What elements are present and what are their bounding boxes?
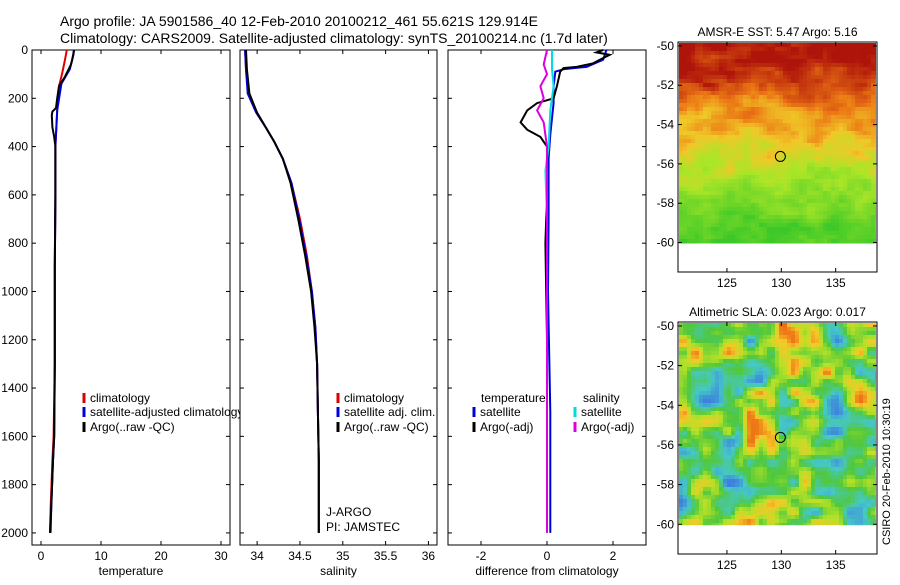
map-y-tick-label: -54 xyxy=(657,118,675,132)
x-tick-label: 0 xyxy=(38,549,45,563)
map-y-tick-label: -56 xyxy=(657,438,675,452)
map-y-tick-label: -50 xyxy=(657,319,675,333)
map-y-tick-label: -56 xyxy=(657,157,675,171)
legend-label: satellite adj. clim. xyxy=(344,405,435,419)
footer-stamp: CSIRO 20-Feb-2010 10:30:19 xyxy=(881,398,893,545)
figure-title-line1: Argo profile: JA 5901586_40 12-Feb-2010 … xyxy=(60,13,538,29)
legend-title-salinity: salinity xyxy=(583,391,620,405)
legend-label: Argo(-adj) xyxy=(480,420,533,434)
x-tick-label: 30 xyxy=(214,549,228,563)
y-tick-label: 600 xyxy=(8,188,28,202)
x-tick-label: 10 xyxy=(94,549,108,563)
legend-label: climatology xyxy=(90,391,150,405)
legend-label: Argo(..raw -QC) xyxy=(90,420,175,434)
x-tick-label: 35.5 xyxy=(374,549,398,563)
map-x-tick-label: 125 xyxy=(717,276,737,290)
map-y-tick-label: -60 xyxy=(657,517,675,531)
map-x-tick-label: 125 xyxy=(717,558,737,572)
p-sla-field xyxy=(679,323,876,525)
x-axis-label: temperature xyxy=(99,564,164,578)
p-temp-axes-box xyxy=(32,50,230,545)
p-sst-field xyxy=(679,43,876,243)
y-tick-label: 1200 xyxy=(1,333,28,347)
y-tick-label: 1800 xyxy=(1,478,28,492)
x-tick-label: -2 xyxy=(476,549,487,563)
map-x-tick-label: 135 xyxy=(826,558,846,572)
salinity-panel: 34 34.5 35 35.5 36 salinity climatologysatelli… xyxy=(240,50,437,578)
sst-map-panel: AMSR-E SST: 5.47 Argo: 5.16 -50 -52 -54 -56 -… xyxy=(657,25,877,290)
legend-label: satellite xyxy=(480,405,521,419)
p-sal-axes-box xyxy=(240,50,437,545)
x-tick-label: 36 xyxy=(422,549,436,563)
legend-label: Argo(-adj) xyxy=(581,420,634,434)
x-tick-label: 2 xyxy=(610,549,617,563)
figure-title-line2: Climatology: CARS2009. Satellite-adjuste… xyxy=(60,30,608,46)
x-axis-label: difference from climatology xyxy=(475,564,618,578)
y-tick-label: 1000 xyxy=(1,284,28,298)
legend-title-temperature: temperature xyxy=(481,391,546,405)
annotation-pi: PI: JAMSTEC xyxy=(326,520,400,534)
map-y-tick-label: -58 xyxy=(657,196,675,210)
p-sla-title: Altimetric SLA: 0.023 Argo: 0.017 xyxy=(689,305,866,319)
x-axis-label: salinity xyxy=(320,564,357,578)
legend-label: Argo(..raw -QC) xyxy=(344,420,429,434)
map-x-tick-label: 135 xyxy=(826,276,846,290)
sla-map-panel: Altimetric SLA: 0.023 Argo: 0.017 -50 -52 -… xyxy=(657,305,877,572)
y-tick-label: 200 xyxy=(8,91,28,105)
y-tick-label: 400 xyxy=(8,140,28,154)
temperature-panel: 0 200 400 600 800 1000 1200 1400 1600 1800 2000 0 10… xyxy=(1,43,243,578)
legend-label: satellite-adjusted climatology xyxy=(90,405,243,419)
p-sst-title: AMSR-E SST: 5.47 Argo: 5.16 xyxy=(697,25,857,39)
map-y-tick-label: -52 xyxy=(657,359,675,373)
x-tick-label: 35 xyxy=(336,549,350,563)
map-y-tick-label: -50 xyxy=(657,39,675,53)
map-y-tick-label: -54 xyxy=(657,398,675,412)
y-tick-label: 0 xyxy=(21,43,28,57)
legend-label: satellite xyxy=(581,405,622,419)
y-tick-label: 1400 xyxy=(1,381,28,395)
x-tick-label: 20 xyxy=(154,549,168,563)
x-tick-label: 34.5 xyxy=(288,549,312,563)
map-x-tick-label: 130 xyxy=(771,558,791,572)
map-y-tick-label: -52 xyxy=(657,78,675,92)
legend-label: climatology xyxy=(344,391,404,405)
map-x-tick-label: 130 xyxy=(771,276,791,290)
map-y-tick-label: -60 xyxy=(657,236,675,250)
annotation-jargo: J-ARGO xyxy=(326,505,371,519)
map-y-tick-label: -58 xyxy=(657,478,675,492)
y-tick-label: 800 xyxy=(8,236,28,250)
y-tick-label: 2000 xyxy=(1,526,28,540)
x-tick-label: 34 xyxy=(250,549,264,563)
y-tick-label: 1600 xyxy=(1,429,28,443)
x-tick-label: 0 xyxy=(544,549,551,563)
